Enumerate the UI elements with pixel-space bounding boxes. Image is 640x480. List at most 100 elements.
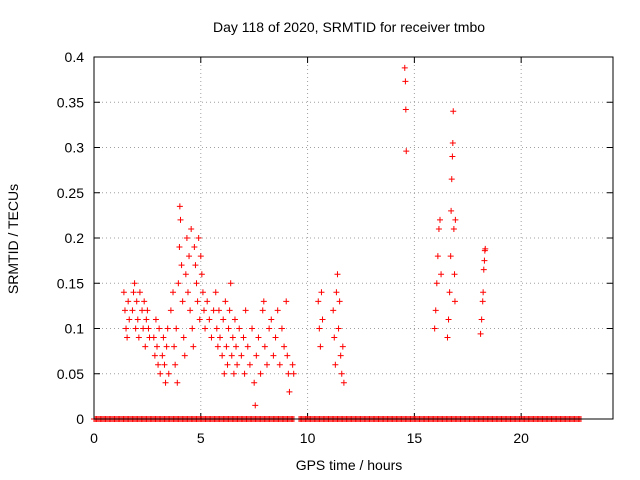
y-tick-label: 0.15 [57,275,84,291]
data-point [143,316,150,323]
x-tick-labels: 0 5 10 15 20 [90,430,529,446]
data-point [223,343,230,350]
data-point [200,307,207,314]
grid-lines [94,57,613,419]
data-point [330,307,337,314]
data-point [142,343,149,350]
data-point [251,379,258,386]
data-point [336,298,343,305]
x-tick-label: 15 [407,430,423,446]
data-point [226,307,233,314]
data-point [154,343,161,350]
y-tick-label: 0.25 [57,185,84,201]
data-point [194,298,201,305]
data-point [192,262,199,269]
chart-title: Day 118 of 2020, SRMTID for receiver tmb… [213,19,485,35]
data-point [229,334,236,341]
y-tick-label: 0.3 [65,140,85,156]
data-point [132,325,139,332]
data-point [220,316,227,323]
data-point [215,307,222,314]
data-point [180,334,187,341]
data-point [480,266,487,273]
data-point [331,334,338,341]
data-point [234,361,241,368]
data-point [183,235,190,241]
data-point [176,203,183,210]
data-point [434,253,441,260]
data-point [274,307,281,314]
data-point [214,343,221,350]
data-point [238,352,245,359]
data-point [266,325,273,332]
data-point [202,325,209,332]
data-point [246,361,253,368]
data-point [444,334,451,341]
data-point [260,298,267,305]
x-axis-label: GPS time / hours [296,457,403,473]
data-point [272,334,279,341]
data-point [157,370,164,377]
data-point [221,370,228,377]
data-point [446,289,453,296]
data-point [188,225,195,232]
data-point [190,343,197,350]
data-point [181,352,188,359]
data-point [264,361,270,368]
data-point [480,289,487,296]
data-point [123,325,130,332]
data-point [141,298,148,305]
data-point [242,307,249,314]
data-point [187,307,194,314]
data-point [402,106,409,113]
data-point [165,370,172,377]
data-point [333,289,340,296]
data-point [126,316,133,323]
x-tick-label: 10 [300,430,316,446]
data-point [448,207,455,214]
data-point [241,370,248,377]
data-point [334,271,341,278]
data-point [151,352,158,359]
data-point [145,325,152,332]
data-point [178,262,185,269]
y-tick-label: 0.2 [65,230,85,246]
data-point [213,325,220,332]
data-point [170,289,177,296]
data-point [289,361,296,368]
x-tick-label: 20 [513,430,529,446]
data-point [184,289,191,296]
data-point [432,307,439,314]
data-point [161,361,168,368]
data-point [452,216,459,223]
data-point [481,257,488,264]
y-tick-label: 0.4 [65,49,85,65]
data-point [160,334,167,341]
y-tick-label: 0.1 [65,321,85,337]
data-point [337,352,344,359]
data-point [231,316,238,323]
data-point [173,325,180,332]
data-point [191,244,198,251]
data-point [120,289,127,296]
data-point [210,307,217,314]
data-point [450,108,457,115]
data-point [139,307,146,314]
data-point [482,245,489,252]
data-point [196,316,203,323]
data-point [172,361,179,368]
data-point [319,316,326,323]
data-point [252,402,259,409]
data-point [315,298,322,305]
data-point [121,307,128,314]
data-point [140,325,147,332]
data-point [253,352,260,359]
data-point [448,176,455,183]
data-point [131,280,138,287]
data-point [228,352,235,359]
data-point [445,316,452,323]
data-point [136,289,143,296]
data-point [130,289,137,296]
y-tick-label: 0 [76,411,84,427]
